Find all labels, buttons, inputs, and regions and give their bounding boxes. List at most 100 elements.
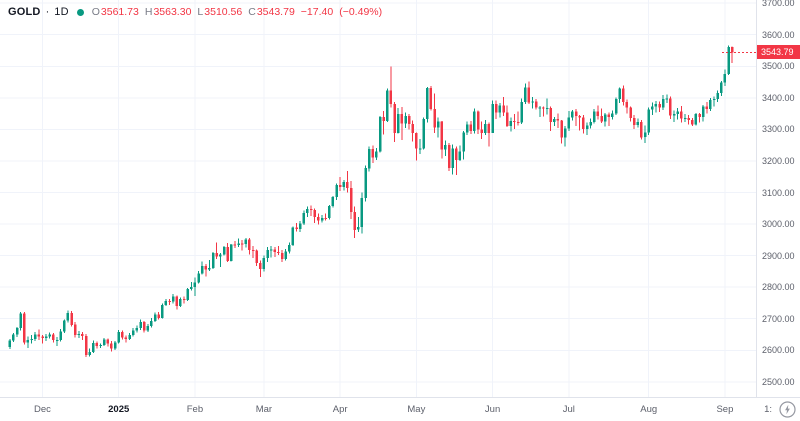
candle-body (280, 252, 284, 260)
price-tick-label: 3300.00 (762, 124, 795, 135)
candle-body (295, 227, 298, 230)
candle-body (469, 124, 473, 131)
open-label: O (91, 6, 100, 18)
candle-body (266, 249, 269, 259)
candlestick-chart[interactable] (0, 0, 756, 397)
candle-body (41, 336, 44, 338)
candle-body (665, 98, 669, 100)
candle-body (269, 249, 273, 251)
candle-body (182, 298, 186, 300)
candle-body (309, 209, 313, 211)
candle-body (629, 107, 632, 118)
candle-body (415, 133, 418, 149)
low-value: 3510.56 (204, 6, 243, 18)
candle-body (208, 267, 211, 270)
candle-body (164, 301, 168, 305)
candle-body (121, 332, 124, 338)
candle-body (244, 239, 247, 245)
candle-body (320, 217, 324, 221)
candle-body (593, 111, 596, 122)
candle-body (12, 334, 15, 341)
candle-body (662, 98, 665, 108)
candle-body (222, 246, 226, 255)
candle-body (371, 149, 375, 158)
price-axis[interactable]: 3543.79 3700.00 3600.00 3500.00 3400.00 3300… (756, 0, 800, 397)
candle-body (171, 296, 175, 302)
candle-body (346, 182, 349, 188)
candle-body (255, 250, 258, 263)
candle-body (84, 335, 88, 356)
candle-body (66, 313, 70, 321)
candle-body (186, 289, 189, 300)
candle-body (150, 320, 153, 326)
candle-body (647, 109, 650, 133)
candle-body (237, 243, 240, 246)
candle-body (571, 111, 574, 118)
candles-group (8, 45, 734, 358)
candle-body (534, 101, 538, 108)
candle-body (476, 111, 480, 130)
candle-body (516, 122, 520, 124)
legend-separator: · (45, 6, 50, 18)
low-label: L (197, 6, 204, 18)
candle-body (302, 213, 306, 224)
candle-body (63, 320, 66, 332)
candle-body (248, 239, 251, 250)
candle-body (34, 334, 37, 339)
candle-body (175, 296, 179, 306)
close-label: C (248, 6, 256, 18)
candle-body (600, 115, 603, 122)
candle-body (357, 227, 360, 230)
symbol-name[interactable]: GOLD (8, 6, 41, 18)
candle-body (687, 118, 690, 120)
interval-label[interactable]: 1D (54, 6, 69, 18)
candle-body (407, 116, 411, 124)
candle-body (146, 326, 149, 331)
candle-body (484, 124, 487, 134)
candle-body (651, 106, 654, 110)
candle-body (582, 117, 585, 130)
candle-body (574, 111, 578, 116)
time-axis-corner[interactable]: 1: (764, 401, 796, 418)
candle-body (622, 88, 625, 102)
candle-body (19, 313, 22, 329)
candle-body (578, 115, 581, 118)
candle-body (313, 210, 316, 218)
candle-body (672, 114, 676, 116)
quick-actions-icon[interactable] (779, 401, 796, 418)
candle-body (727, 47, 730, 74)
candle-body (342, 182, 345, 187)
candle-body (142, 321, 146, 331)
candle-body (382, 116, 385, 121)
price-tick-label: 3100.00 (762, 187, 795, 198)
candle-body (549, 107, 552, 122)
price-tick-label: 3400.00 (762, 92, 795, 103)
candle-body (462, 132, 465, 152)
candle-body (509, 121, 512, 126)
candle-body (716, 92, 719, 99)
candle-body (618, 88, 621, 99)
candle-body (585, 125, 589, 130)
candle-body (701, 106, 705, 118)
candle-body (117, 332, 120, 343)
candle-body (669, 98, 672, 116)
candle-body (607, 114, 610, 118)
candle-body (654, 104, 658, 107)
price-tick-label: 3500.00 (762, 61, 795, 72)
symbol-legend[interactable]: GOLD · 1D O 3561.73 H 3563.30 L 3510.56 C 35… (8, 6, 382, 18)
candle-body (23, 313, 26, 343)
time-tick-label: Jul (562, 404, 575, 415)
candle-body (251, 249, 255, 251)
market-status-dot (76, 8, 84, 16)
candle-body (204, 266, 208, 270)
candle-body (52, 334, 55, 341)
chart-plot-area[interactable]: GOLD · 1D O 3561.73 H 3563.30 L 3510.56 C 35… (0, 0, 756, 397)
candle-body (676, 111, 679, 115)
time-axis[interactable]: Dec 2025 Feb Mar Apr May Jun Jul Aug Sep 1: (0, 397, 800, 421)
candle-body (658, 104, 661, 108)
high-label: H (144, 6, 153, 18)
candle-body (542, 107, 545, 109)
candle-body (683, 118, 687, 119)
candle-body (349, 187, 353, 213)
candle-body (113, 342, 117, 349)
